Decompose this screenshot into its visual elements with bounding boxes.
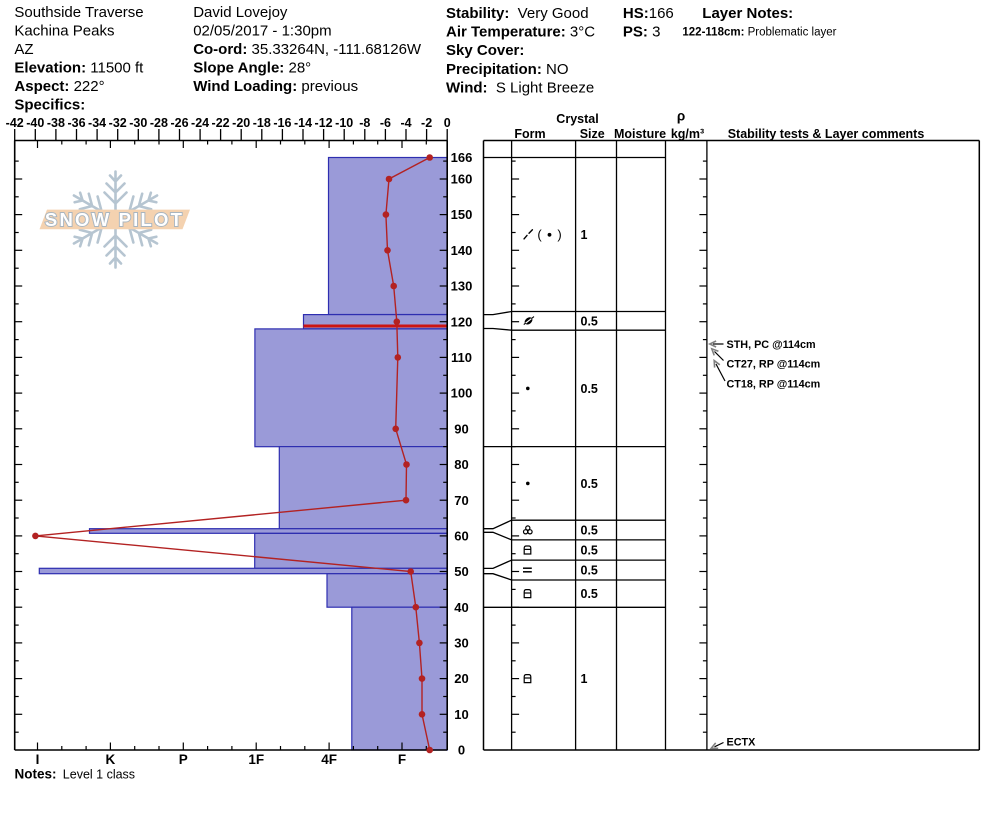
svg-text:(: ( — [537, 227, 542, 242]
svg-text:0.5: 0.5 — [581, 564, 598, 578]
svg-text:-4: -4 — [400, 116, 411, 130]
svg-text:-36: -36 — [67, 116, 85, 130]
svg-text:-22: -22 — [212, 116, 230, 130]
svg-text:David Lovejoy: David Lovejoy — [193, 4, 288, 21]
svg-text:1F: 1F — [248, 752, 264, 767]
svg-text:120: 120 — [451, 314, 473, 329]
svg-text:Slope Angle: 28°: Slope Angle: 28° — [193, 59, 311, 76]
svg-text:60: 60 — [454, 529, 468, 544]
svg-text:90: 90 — [454, 421, 468, 436]
svg-text:0: 0 — [458, 743, 465, 758]
svg-text:Wind Loading: previous: Wind Loading: previous — [193, 78, 358, 95]
svg-text:ECTX: ECTX — [727, 737, 757, 749]
svg-text:166: 166 — [451, 150, 473, 165]
svg-text:-40: -40 — [26, 116, 44, 130]
svg-text:Level 1 class: Level 1 class — [63, 767, 135, 781]
svg-text:PS: 3: PS: 3 — [623, 24, 661, 41]
svg-text:ρ: ρ — [677, 109, 685, 124]
svg-text:HS:166: HS:166 — [623, 5, 674, 22]
svg-text:160: 160 — [451, 172, 473, 187]
svg-text:40: 40 — [454, 600, 468, 615]
svg-text:Co-ord: 35.33264N, -111.68126W: Co-ord: 35.33264N, -111.68126W — [193, 41, 422, 58]
svg-text:20: 20 — [454, 671, 468, 686]
svg-text:P: P — [179, 752, 188, 767]
svg-text:): ) — [557, 227, 561, 242]
svg-text:STH, PC @114cm: STH, PC @114cm — [727, 339, 816, 351]
svg-text:-6: -6 — [380, 116, 391, 130]
svg-text:Crystal: Crystal — [556, 112, 598, 126]
svg-text:Aspect: 222°: Aspect: 222° — [14, 78, 104, 95]
svg-text:Air Temperature: 3°C: Air Temperature: 3°C — [446, 24, 595, 41]
svg-text:110: 110 — [451, 350, 472, 365]
svg-text:1: 1 — [581, 672, 588, 686]
svg-text:-42: -42 — [6, 116, 24, 130]
svg-text:-12: -12 — [315, 116, 333, 130]
svg-text:4F: 4F — [321, 752, 337, 767]
svg-text:122-118cm: Problematic layer: 122-118cm: Problematic layer — [682, 26, 836, 38]
svg-text:-24: -24 — [191, 116, 209, 130]
svg-text:Southside Traverse: Southside Traverse — [14, 4, 143, 21]
svg-text:Stability tests & Layer commen: Stability tests & Layer comments — [728, 127, 925, 141]
svg-text:0.5: 0.5 — [581, 314, 598, 328]
svg-text:-18: -18 — [253, 116, 271, 130]
svg-text:CT18, RP @114cm: CT18, RP @114cm — [727, 379, 821, 391]
svg-text:Stability: Very Good: Stability: Very Good — [446, 5, 589, 22]
svg-text:K: K — [106, 752, 116, 767]
svg-text:30: 30 — [454, 636, 468, 651]
svg-text:1: 1 — [581, 228, 588, 242]
svg-text:-32: -32 — [109, 116, 127, 130]
svg-text:0.5: 0.5 — [581, 544, 598, 558]
svg-text:70: 70 — [454, 493, 468, 508]
svg-text:Specifics:: Specifics: — [14, 96, 85, 113]
svg-text:10: 10 — [454, 707, 468, 722]
svg-text:Precipitation: NO: Precipitation: NO — [446, 61, 569, 78]
svg-text:140: 140 — [451, 243, 473, 258]
svg-text:CT27, RP @114cm: CT27, RP @114cm — [727, 359, 821, 371]
svg-text:-20: -20 — [232, 116, 250, 130]
svg-text:Notes:: Notes: — [15, 767, 57, 782]
svg-text:50: 50 — [454, 564, 468, 579]
svg-text:F: F — [398, 752, 406, 767]
svg-text:kg/m³: kg/m³ — [671, 127, 704, 141]
svg-text:Wind: S Light Breeze: Wind: S Light Breeze — [446, 79, 594, 96]
svg-text:Sky Cover:: Sky Cover: — [446, 42, 524, 59]
svg-text:-38: -38 — [47, 116, 65, 130]
svg-text:0.5: 0.5 — [581, 587, 598, 601]
svg-text:AZ: AZ — [14, 41, 33, 58]
svg-text:Layer Notes:: Layer Notes: — [702, 5, 793, 22]
svg-text:Form: Form — [514, 127, 545, 141]
svg-text:80: 80 — [454, 457, 468, 472]
svg-text:0: 0 — [444, 116, 451, 130]
svg-text:Kachina Peaks: Kachina Peaks — [14, 22, 114, 39]
svg-text:02/05/2017 - 1:30pm: 02/05/2017 - 1:30pm — [193, 22, 331, 39]
svg-text:-2: -2 — [421, 116, 432, 130]
svg-text:Size: Size — [580, 127, 605, 141]
svg-text:-28: -28 — [150, 116, 168, 130]
svg-text:-16: -16 — [273, 116, 291, 130]
svg-text:-30: -30 — [129, 116, 147, 130]
svg-text:0.5: 0.5 — [581, 477, 598, 491]
svg-text:Elevation: 11500 ft: Elevation: 11500 ft — [14, 59, 144, 76]
svg-text:130: 130 — [451, 279, 473, 294]
svg-text:-14: -14 — [294, 116, 312, 130]
svg-text:-26: -26 — [170, 116, 188, 130]
svg-text:0.5: 0.5 — [581, 524, 598, 538]
svg-text:-8: -8 — [359, 116, 370, 130]
svg-text:150: 150 — [451, 207, 473, 222]
svg-text:SNOW PILOT: SNOW PILOT — [45, 209, 184, 230]
svg-text:100: 100 — [451, 386, 473, 401]
svg-text:-10: -10 — [335, 116, 353, 130]
svg-text:-34: -34 — [88, 116, 106, 130]
svg-text:0.5: 0.5 — [581, 382, 598, 396]
svg-text:Moisture: Moisture — [614, 127, 666, 141]
svg-text:I: I — [36, 752, 40, 767]
